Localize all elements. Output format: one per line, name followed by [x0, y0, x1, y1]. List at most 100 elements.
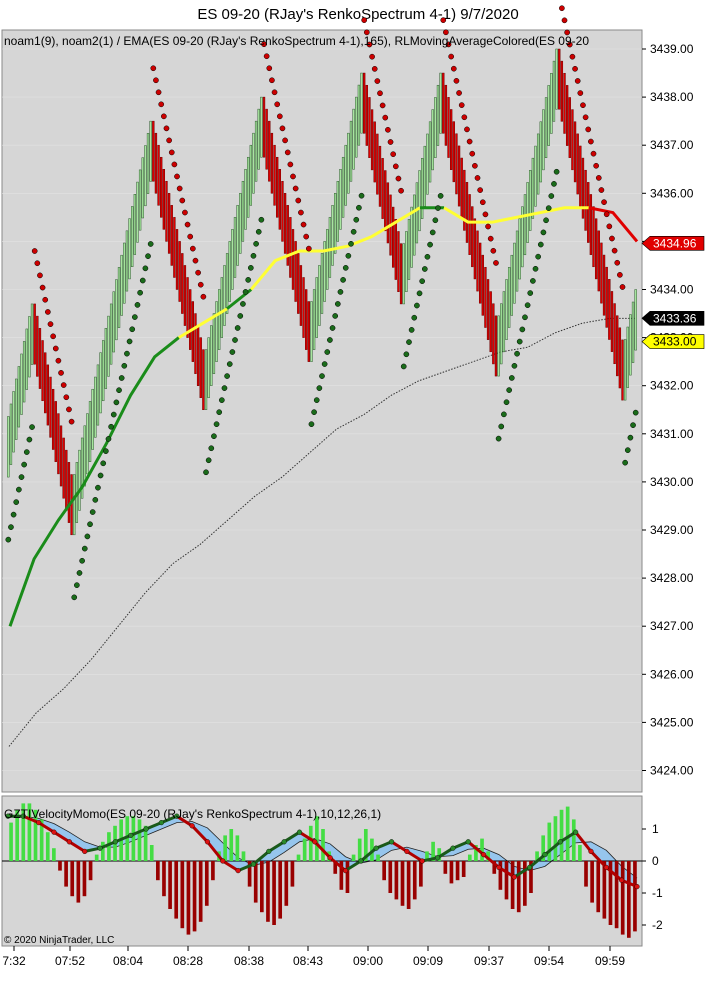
- stop-dot-short: [63, 394, 70, 401]
- momo-line-up-segment: [130, 827, 147, 837]
- momo-tick-label: 0: [652, 854, 659, 868]
- momo-line-up-segment: [452, 840, 469, 850]
- renko-brick-up: [136, 181, 139, 243]
- renko-brick-up: [128, 218, 131, 280]
- momo-line-down-segment: [574, 831, 593, 853]
- histogram-bar-down: [382, 861, 386, 881]
- renko-brick-up: [78, 449, 81, 511]
- histogram-bar-up: [357, 838, 362, 861]
- momo-dot-down: [404, 848, 410, 855]
- momo-plot-area[interactable]: [1, 795, 643, 947]
- histogram-bar-up: [15, 809, 20, 861]
- renko-brick-up: [428, 121, 432, 183]
- momo-dot-up: [97, 845, 103, 851]
- renko-brick-up: [318, 265, 321, 326]
- histogram-bar-down: [584, 861, 588, 887]
- momo-dot-up: [388, 839, 395, 845]
- stop-dot-long: [100, 460, 107, 467]
- renko-brick-down: [165, 181, 168, 242]
- stop-dot-long: [131, 314, 138, 320]
- stop-dot-short: [282, 137, 288, 144]
- stop-dot-long: [18, 474, 25, 480]
- stop-dot-short: [390, 151, 397, 158]
- stop-dot-short: [566, 41, 573, 48]
- renko-brick-up: [339, 169, 342, 230]
- momo-dot-up: [266, 848, 272, 855]
- momo-dot-up: [358, 858, 364, 864]
- renko-brick-down: [170, 205, 173, 266]
- stop-dot-long: [108, 423, 114, 430]
- renko-brick-up: [220, 277, 224, 338]
- renko-brick-up: [225, 253, 229, 314]
- stop-dot-long: [258, 216, 265, 223]
- renko-brick-up: [407, 219, 411, 280]
- stop-dot-short: [490, 247, 497, 254]
- stop-dot-long: [403, 351, 410, 358]
- histogram-bar-down: [180, 861, 185, 929]
- renko-brick-up: [125, 230, 129, 292]
- momo-line-down-segment: [221, 859, 239, 872]
- renko-brick-up: [207, 337, 210, 398]
- stop-dot-short: [392, 163, 399, 170]
- stop-dot-long: [29, 424, 35, 430]
- renko-brick-up: [9, 403, 13, 465]
- momo-dot-down: [51, 829, 57, 835]
- price-tick-label: 3428.00: [650, 571, 694, 585]
- renko-brick-down: [262, 96, 266, 158]
- stop-dot-long: [627, 434, 634, 441]
- stop-dot-short: [287, 161, 294, 168]
- momo-tick-label: -2: [652, 918, 663, 932]
- histogram-bar-down: [590, 861, 594, 903]
- momo-line-up-segment: [283, 830, 301, 844]
- momo-dot-up: [434, 855, 441, 861]
- price-marker-box: [641, 236, 705, 251]
- histogram-bar-down: [510, 861, 515, 909]
- histogram-bar-down: [284, 861, 289, 906]
- stop-dot-long: [350, 228, 357, 235]
- renko-brick-up: [138, 169, 142, 231]
- stop-dot-long: [427, 241, 433, 248]
- renko-brick-down: [386, 182, 390, 244]
- histogram-bar-up: [143, 825, 148, 861]
- histogram-bar-down: [198, 861, 203, 922]
- renko-brick-up: [523, 194, 527, 256]
- renko-brick-down: [581, 157, 585, 219]
- stop-dot-short: [171, 161, 178, 168]
- renko-brick-up: [141, 157, 144, 219]
- stop-dot-short: [461, 114, 468, 121]
- renko-brick-up: [83, 425, 86, 487]
- stop-dot-short: [582, 114, 589, 121]
- momo-tick-label: -1: [652, 886, 663, 900]
- renko-brick-up: [244, 169, 247, 230]
- histogram-bar-down: [394, 861, 399, 900]
- stop-dot-short: [369, 53, 375, 60]
- price-tick-label: 3439.00: [650, 42, 694, 56]
- stop-dot-short: [363, 29, 370, 36]
- renko-brick-up: [349, 120, 353, 182]
- stop-dot-short: [290, 173, 296, 180]
- histogram-bar-down: [523, 861, 527, 906]
- stop-dot-short: [55, 357, 62, 364]
- renko-brick-down: [594, 218, 598, 280]
- renko-brick-down: [62, 437, 65, 499]
- price-tick-label: 3427.00: [650, 619, 694, 633]
- renko-brick-down: [186, 277, 189, 338]
- momo-line-down-segment: [498, 866, 516, 879]
- momo-line-down-segment: [605, 866, 623, 882]
- histogram-bar-up: [363, 829, 368, 861]
- stop-dot-long: [218, 397, 225, 403]
- renko-brick-down: [302, 277, 305, 338]
- stop-dot-short: [614, 259, 621, 266]
- histogram-bar-up: [321, 829, 325, 861]
- renko-brick-down: [494, 315, 498, 377]
- momo-dot-up: [557, 839, 563, 845]
- renko-brick-down: [44, 352, 47, 414]
- histogram-bar-down: [174, 861, 179, 919]
- histogram-bar-up: [351, 854, 356, 861]
- histogram-bar-up: [21, 803, 26, 861]
- histogram-bar-down: [168, 861, 172, 909]
- renko-brick-up: [257, 108, 260, 170]
- renko-brick-up: [25, 328, 28, 390]
- stop-dot-short: [42, 296, 49, 303]
- renko-brick-up: [529, 170, 532, 231]
